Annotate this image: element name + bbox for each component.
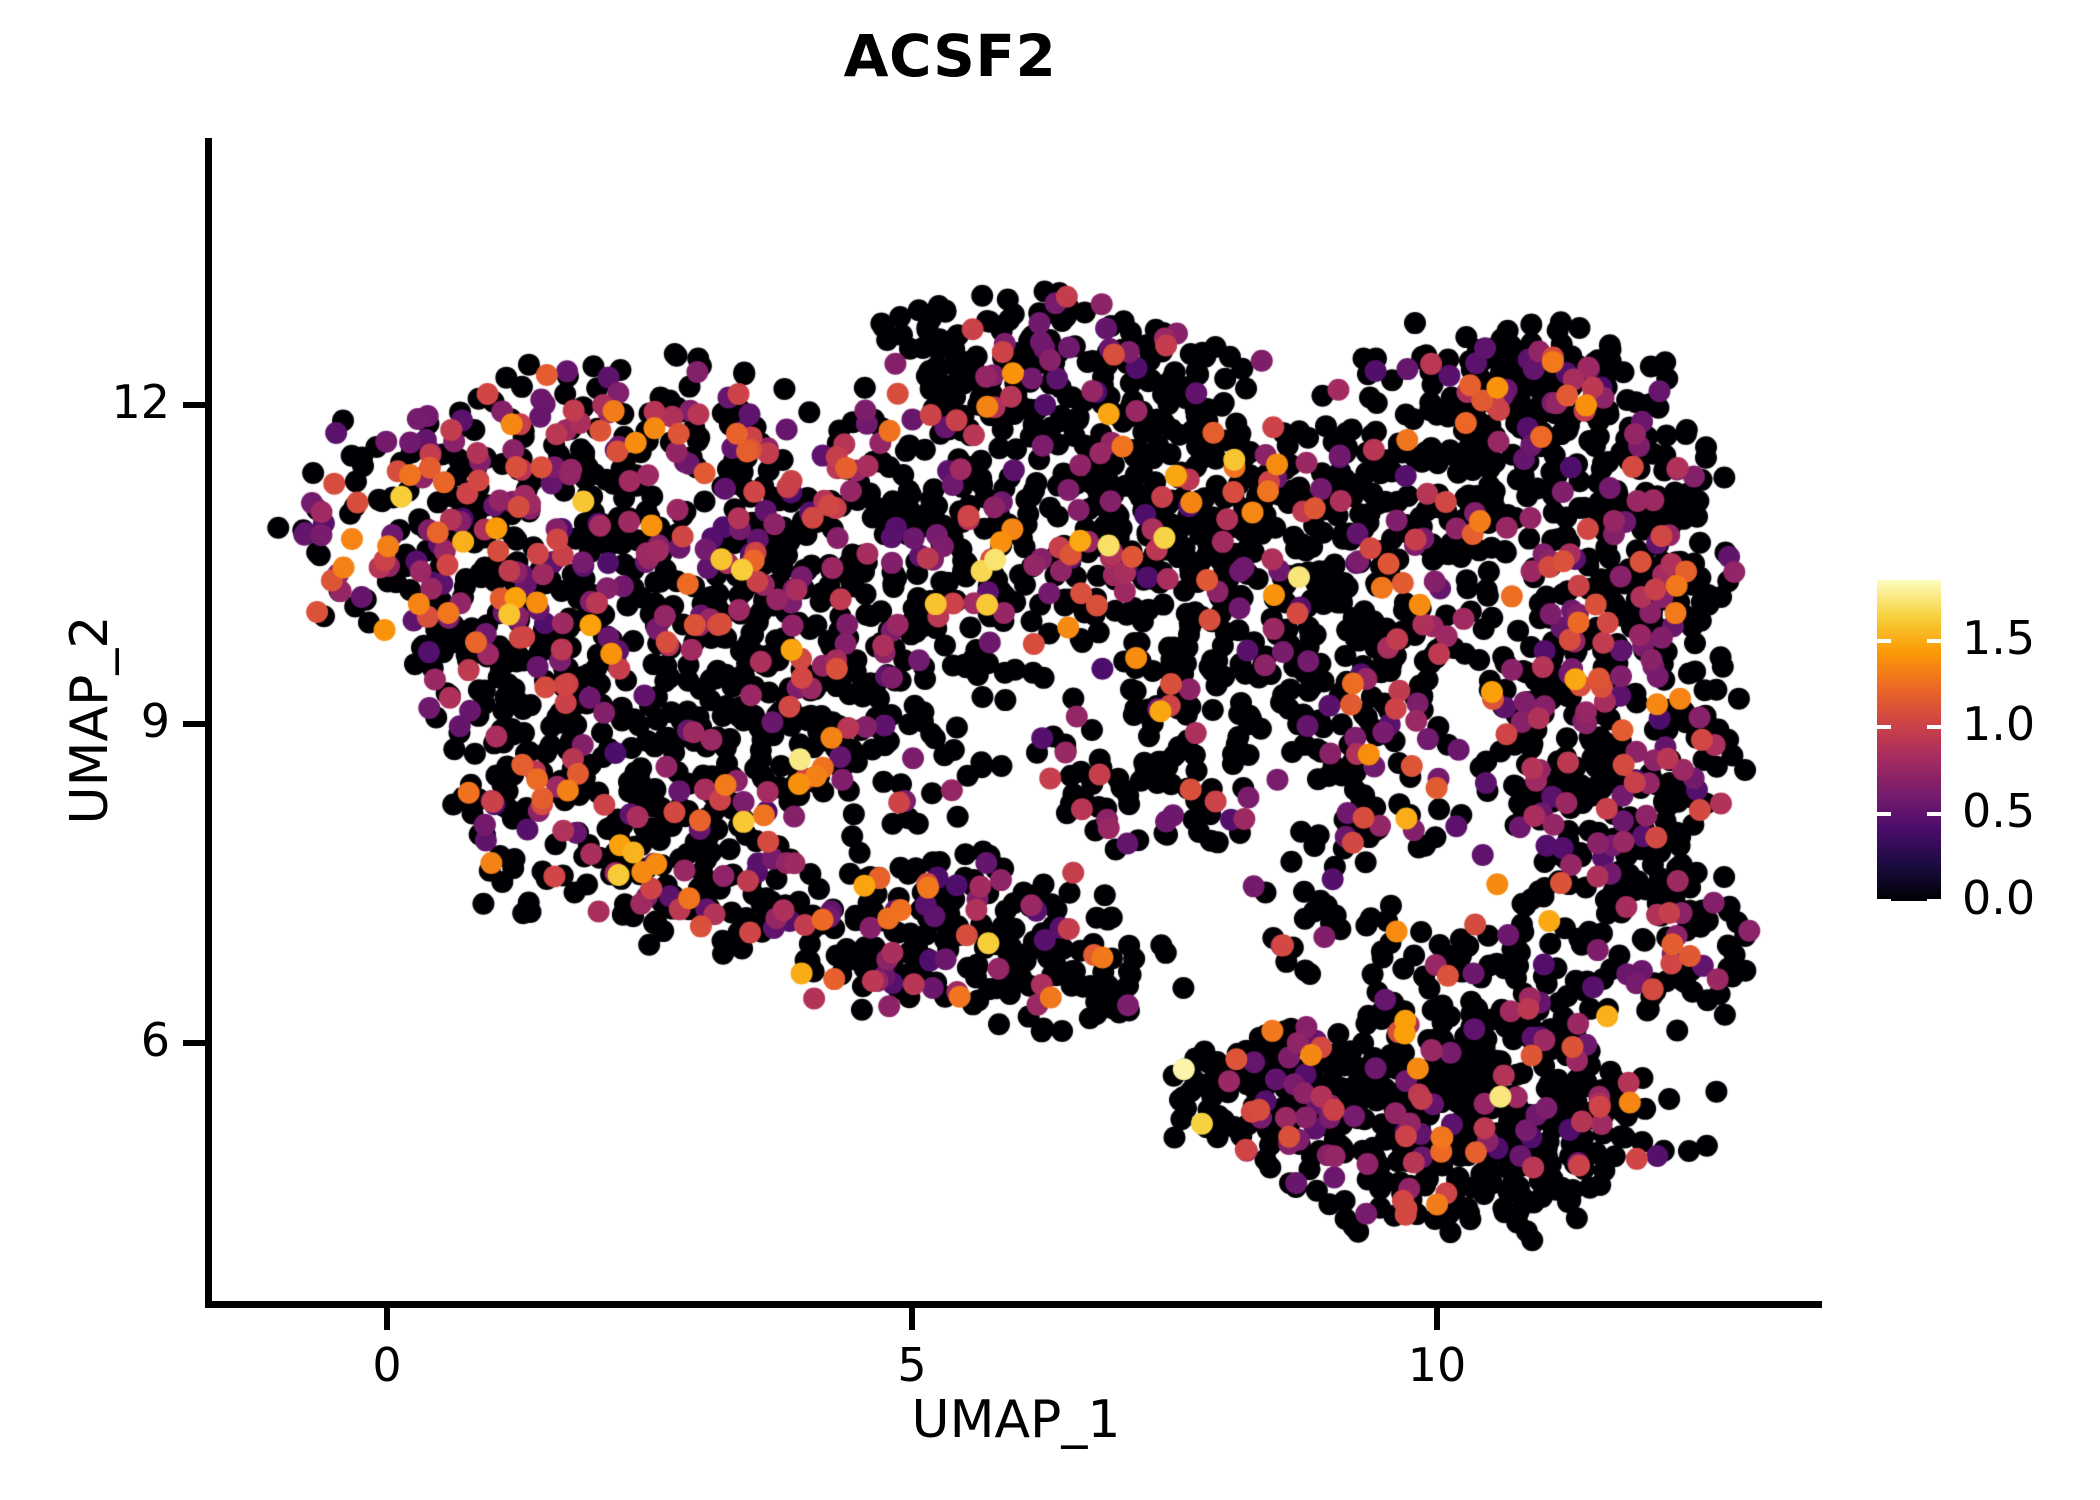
colorbar-tick: [1877, 812, 1891, 817]
colorbar-tick-label: 1.5: [1962, 610, 2036, 665]
x-axis-label: UMAP_1: [911, 1390, 1121, 1450]
colorbar-tick: [1877, 638, 1891, 643]
x-axis-tick-label: 10: [1407, 1338, 1467, 1392]
y-axis-tick: [183, 720, 205, 727]
colorbar: [1877, 580, 1941, 903]
y-axis-tick: [183, 402, 205, 408]
x-axis-tick-label: 5: [897, 1338, 927, 1392]
colorbar-tick-label: 1.0: [1962, 697, 2036, 752]
colorbar-tick: [1927, 638, 1941, 643]
colorbar-tick: [1927, 812, 1941, 817]
colorbar-tick: [1927, 899, 1941, 903]
y-axis-label: UMAP_2: [60, 615, 120, 825]
x-axis-tick: [909, 1308, 915, 1330]
colorbar-tick: [1877, 899, 1891, 903]
y-axis-tick: [183, 1039, 205, 1046]
y-axis-tick-label: 9: [140, 693, 170, 748]
x-axis-tick-label: 0: [372, 1338, 402, 1392]
colorbar-gradient: [1877, 580, 1941, 901]
y-axis-spine: [205, 138, 212, 1308]
x-axis-tick: [384, 1308, 390, 1330]
colorbar-tick: [1927, 725, 1941, 730]
y-axis-tick-label: 12: [111, 375, 170, 429]
colorbar-tick: [1877, 725, 1891, 730]
x-axis-tick: [1434, 1308, 1440, 1330]
colorbar-tick-label: 0.0: [1962, 871, 2036, 925]
colorbar-tick-label: 0.5: [1962, 784, 2036, 839]
x-axis-spine: [205, 1301, 1822, 1308]
y-axis-tick-label: 6: [140, 1012, 170, 1067]
